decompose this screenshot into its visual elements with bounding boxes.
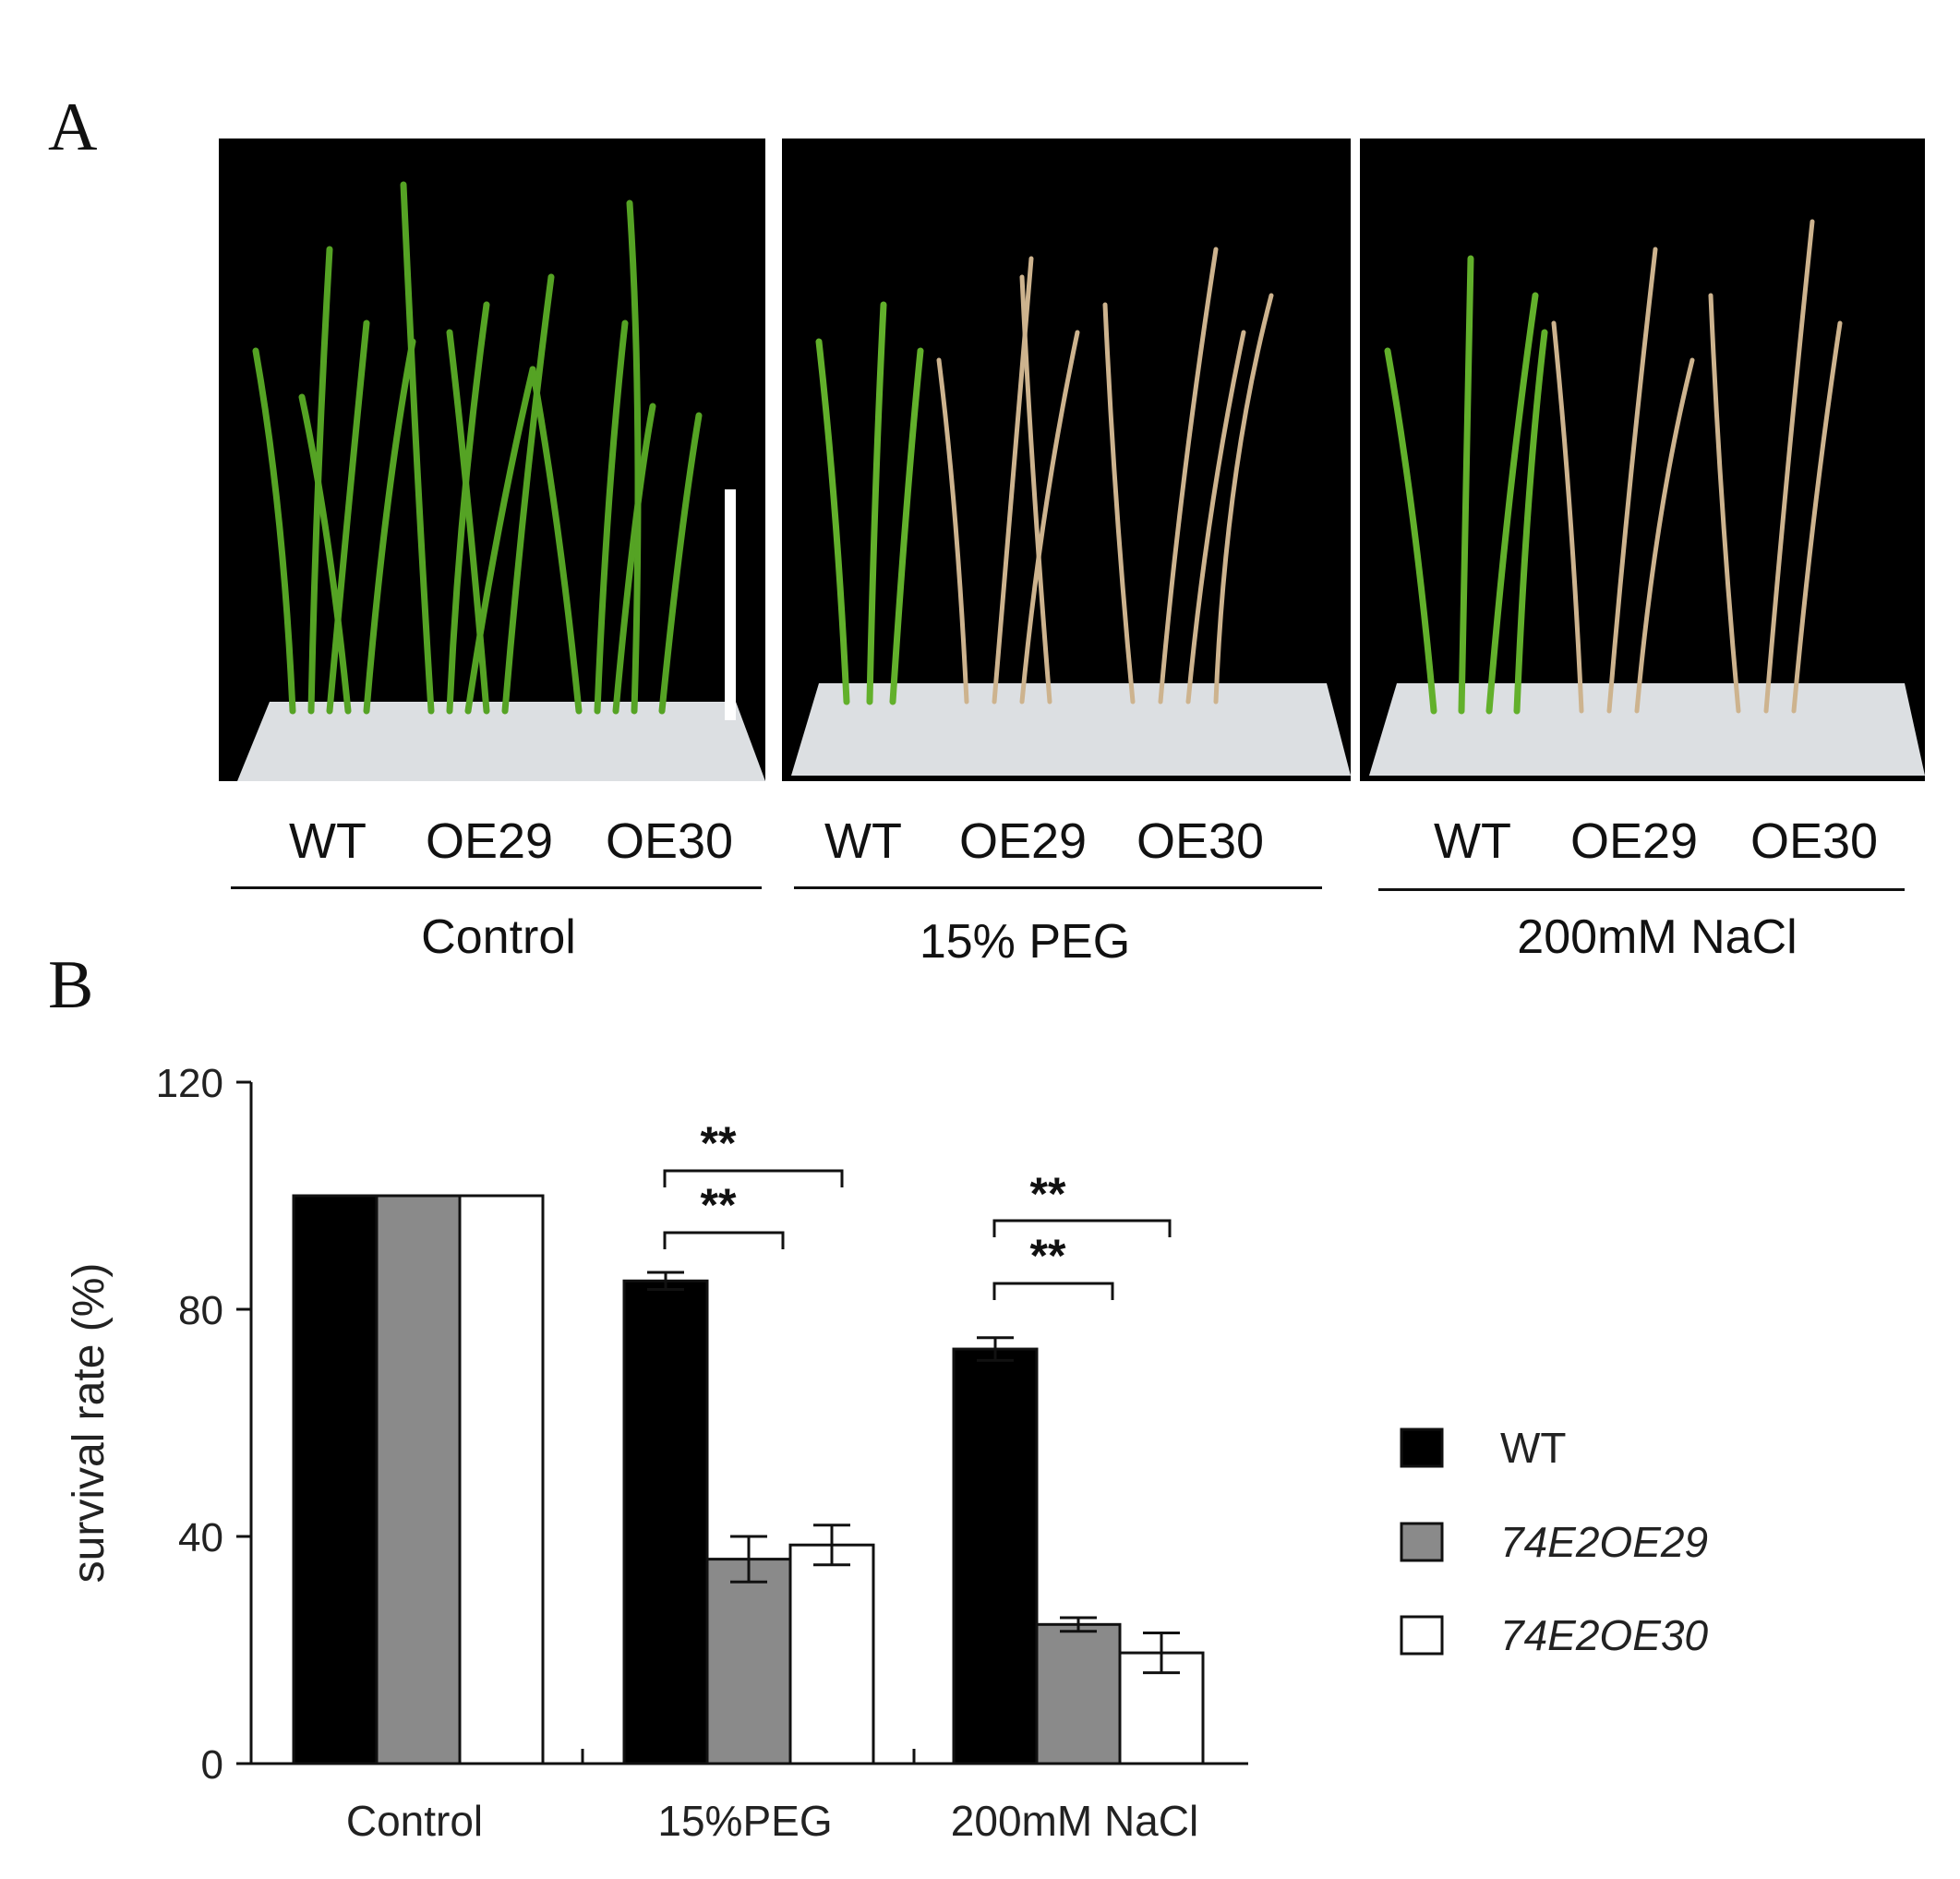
photo-peg-line-3: OE30 [1136,813,1265,869]
significance-label-3: ** [1030,1168,1066,1220]
legend-label-1: 74E2OE29 [1500,1518,1708,1566]
significance-bracket-1 [663,1169,844,1187]
photo-control-bracket [231,886,762,889]
photo-control [219,139,765,781]
bar-1-1 [705,1558,792,1765]
significance-bracket-3 [992,1219,1172,1237]
bar-2-1 [788,1543,875,1765]
x-tick-label-0: Control [346,1797,483,1845]
significance-label-2: ** [1030,1230,1066,1282]
photo-peg-bracket [794,886,1322,889]
x-tick-label-1: 15%PEG [657,1797,832,1845]
significance-label-0: ** [701,1179,737,1231]
photo-control-condition: Control [421,910,576,964]
panel-b-letter: B [48,947,94,1023]
seedlings-nacl-picture [1369,219,1925,776]
seedlings-control-picture [237,181,765,781]
survival-rate-chart: 0 40 80 120 survival rate (%) Control 15%PEG 20… [65,1061,1708,1845]
significance-label-1: ** [701,1117,737,1169]
photo-nacl [1360,139,1925,781]
y-axis-label: survival rate (%) [65,1263,114,1584]
legend-swatch-1 [1400,1522,1444,1562]
bar-0-2 [952,1347,1039,1765]
photo-control-line-1: WT [289,813,367,869]
y-tick-label-0: 0 [201,1742,223,1788]
y-tick-label-2: 80 [178,1288,223,1333]
bar-2-0 [458,1194,545,1765]
photo-nacl-line-3: OE30 [1750,813,1879,869]
photo-nacl-bracket [1378,888,1905,891]
legend-label-2: 74E2OE30 [1500,1611,1708,1659]
seedlings-peg-picture [791,247,1351,776]
bar-0-0 [292,1194,379,1765]
photo-nacl-line-1: WT [1434,813,1511,869]
legend-swatch-0 [1400,1427,1444,1468]
photo-control-line-3: OE30 [605,813,734,869]
photo-peg-line-1: WT [824,813,902,869]
y-tick-label-3: 120 [156,1061,223,1106]
photo-nacl-condition: 200mM NaCl [1517,910,1798,964]
photo-peg-line-2: OE29 [958,813,1088,869]
photo-control-line-2: OE29 [425,813,554,869]
bar-1-2 [1035,1622,1122,1765]
significance-bracket-0 [663,1231,785,1249]
y-tick-label-1: 40 [178,1515,223,1560]
panel-a-letter: A [48,90,98,165]
bar-0-1 [622,1279,709,1765]
photo-peg-condition: 15% PEG [919,915,1131,969]
legend-swatch-2 [1400,1615,1444,1656]
photo-peg [782,139,1351,781]
bar-1-0 [375,1194,462,1765]
significance-bracket-2 [992,1282,1114,1300]
x-tick-label-2: 200mM NaCl [951,1797,1198,1845]
photo-nacl-line-2: OE29 [1569,813,1699,869]
legend-label-0: WT [1500,1424,1567,1472]
